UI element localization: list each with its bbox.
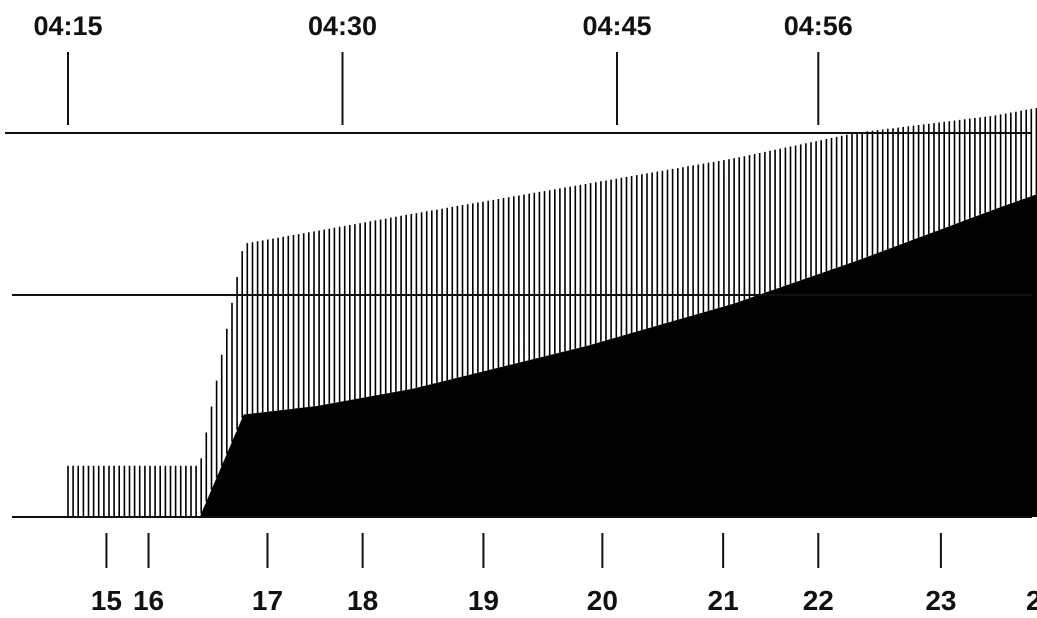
trace-group [12,108,1037,518]
trace-spikes [67,108,1037,517]
time-tick-label: 04:45 [582,11,651,41]
event-tick-label: 18 [347,585,378,613]
time-tick-label: 04:15 [33,11,102,41]
event-tick-label: 22 [803,585,834,613]
time-tick-label: 04:56 [784,11,853,41]
event-tick-label: 21 [708,585,739,613]
trace-trough-fill [68,194,1037,517]
event-tick-label: 17 [252,585,283,613]
event-tick-label: 24 [1026,585,1037,613]
event-tick-label: 19 [468,585,499,613]
time-tick-label: 04:30 [308,11,377,41]
event-tick-label: 23 [925,585,956,613]
event-tick-label: 15 [91,585,122,613]
event-axis: 15 16 17 18 19 20 21 22 23 24 [91,533,1037,616]
time-axis: 04:15 04:30 04:45 04:56 [33,11,853,125]
event-tick-label: 20 [587,585,618,613]
event-tick-label: 16 [133,585,164,613]
